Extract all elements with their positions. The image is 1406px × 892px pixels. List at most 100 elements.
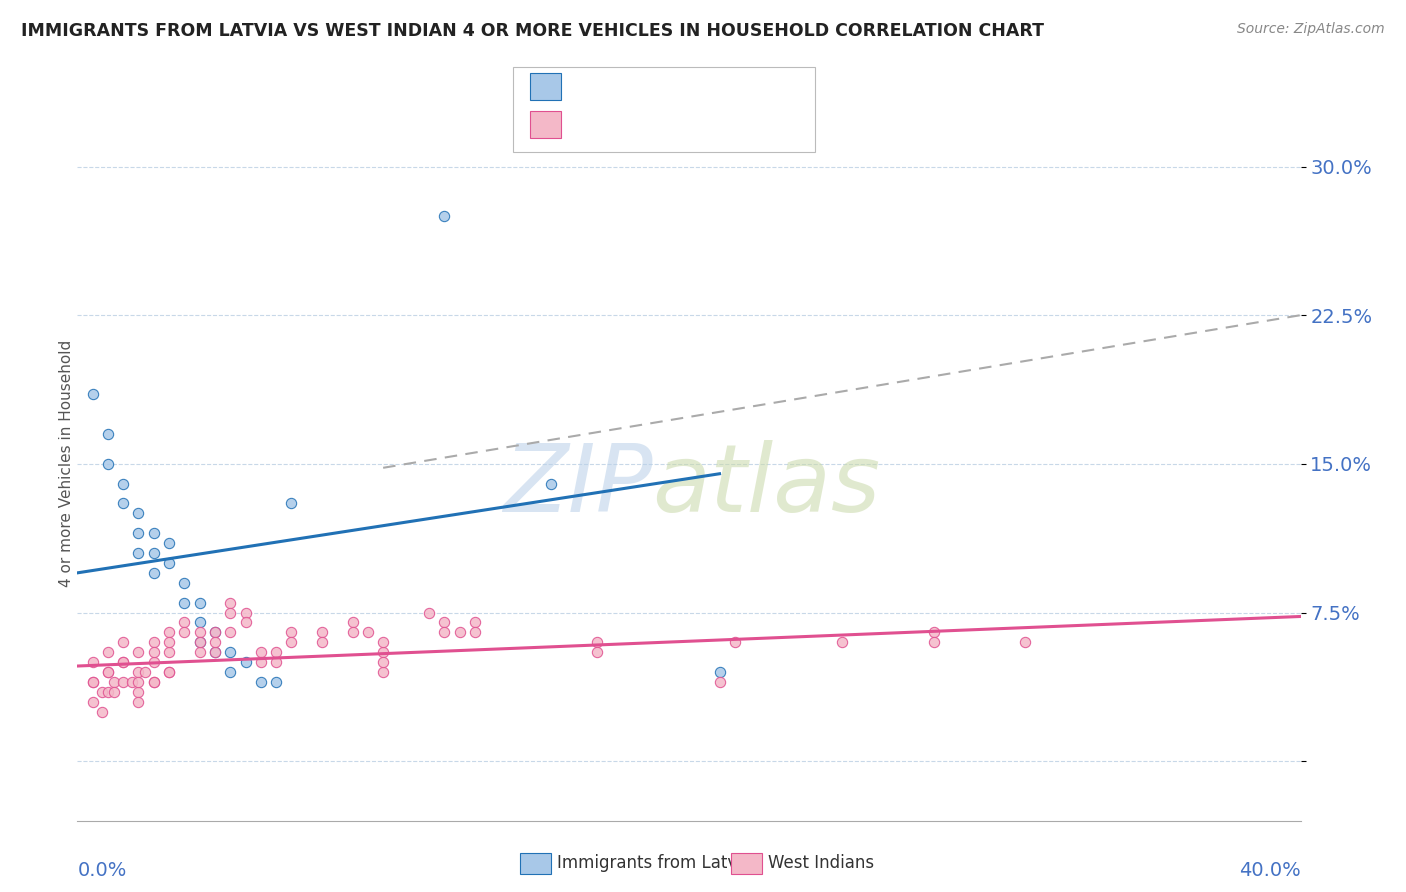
Point: [188, 625, 211, 640]
Point: [82, 674, 104, 689]
Point: [157, 556, 180, 570]
Point: [311, 625, 333, 640]
Text: 28: 28: [692, 77, 717, 96]
Point: [142, 655, 165, 669]
Point: [127, 546, 149, 560]
Point: [127, 665, 149, 679]
Point: [134, 665, 156, 679]
Text: 41: 41: [692, 115, 717, 135]
Point: [112, 655, 135, 669]
Text: atlas: atlas: [652, 440, 880, 531]
Point: [97, 665, 120, 679]
Point: [219, 606, 242, 620]
Point: [219, 625, 242, 640]
Point: [709, 665, 731, 679]
Point: [433, 625, 456, 640]
Point: [127, 507, 149, 521]
Point: [464, 615, 486, 630]
Text: R =: R =: [572, 115, 613, 135]
Text: West Indians: West Indians: [768, 855, 873, 872]
Point: [371, 645, 394, 659]
Point: [219, 645, 242, 659]
Point: [173, 575, 195, 590]
Point: [157, 645, 180, 659]
Text: Source: ZipAtlas.com: Source: ZipAtlas.com: [1237, 22, 1385, 37]
Point: [97, 427, 120, 442]
Point: [831, 635, 853, 649]
Point: [90, 685, 112, 699]
Point: [188, 645, 211, 659]
Point: [142, 635, 165, 649]
Point: [142, 674, 165, 689]
Point: [204, 645, 226, 659]
Point: [121, 674, 143, 689]
Point: [173, 596, 195, 610]
Text: N =: N =: [657, 77, 710, 96]
Point: [142, 526, 165, 541]
Point: [157, 625, 180, 640]
Point: [82, 674, 104, 689]
Text: Immigrants from Latvia: Immigrants from Latvia: [557, 855, 752, 872]
Point: [449, 625, 471, 640]
Point: [586, 645, 609, 659]
Point: [204, 645, 226, 659]
Point: [342, 615, 364, 630]
Point: [280, 635, 302, 649]
Point: [112, 674, 135, 689]
Y-axis label: 4 or more Vehicles in Household: 4 or more Vehicles in Household: [59, 340, 73, 588]
Point: [235, 655, 257, 669]
Text: N =: N =: [657, 115, 710, 135]
Point: [250, 645, 273, 659]
Point: [204, 635, 226, 649]
Point: [103, 685, 125, 699]
Point: [371, 635, 394, 649]
Point: [264, 655, 287, 669]
Point: [82, 655, 104, 669]
Point: [1014, 635, 1036, 649]
Point: [371, 665, 394, 679]
Point: [342, 625, 364, 640]
Point: [371, 655, 394, 669]
Point: [142, 645, 165, 659]
Point: [724, 635, 747, 649]
Point: [188, 635, 211, 649]
Point: [235, 615, 257, 630]
Point: [188, 615, 211, 630]
Point: [433, 209, 456, 223]
Point: [204, 625, 226, 640]
Point: [418, 606, 440, 620]
Point: [97, 457, 120, 471]
Point: [250, 655, 273, 669]
Point: [188, 596, 211, 610]
Text: R =: R =: [572, 77, 613, 96]
Point: [709, 674, 731, 689]
Point: [357, 625, 380, 640]
Point: [97, 645, 120, 659]
Point: [127, 674, 149, 689]
Point: [112, 635, 135, 649]
Point: [219, 665, 242, 679]
Point: [464, 625, 486, 640]
Point: [311, 635, 333, 649]
Point: [264, 645, 287, 659]
Point: [586, 635, 609, 649]
Point: [219, 596, 242, 610]
Text: ZIP: ZIP: [502, 440, 652, 531]
Point: [264, 674, 287, 689]
Point: [127, 526, 149, 541]
Text: IMMIGRANTS FROM LATVIA VS WEST INDIAN 4 OR MORE VEHICLES IN HOUSEHOLD CORRELATIO: IMMIGRANTS FROM LATVIA VS WEST INDIAN 4 …: [21, 22, 1045, 40]
Point: [157, 665, 180, 679]
Point: [97, 685, 120, 699]
Point: [188, 635, 211, 649]
Point: [157, 635, 180, 649]
Point: [127, 645, 149, 659]
Point: [112, 655, 135, 669]
Point: [250, 674, 273, 689]
Text: 0.162: 0.162: [603, 77, 662, 96]
Point: [82, 695, 104, 709]
Point: [142, 674, 165, 689]
Point: [204, 625, 226, 640]
Text: 40.0%: 40.0%: [1239, 861, 1301, 880]
Point: [157, 536, 180, 550]
Point: [103, 674, 125, 689]
